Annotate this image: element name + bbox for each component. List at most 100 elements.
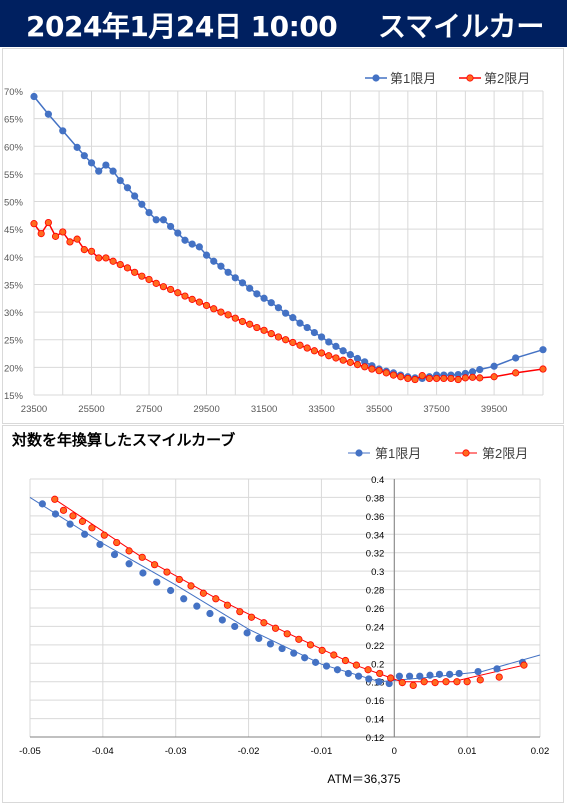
data-point bbox=[495, 673, 503, 681]
legend-label: 第2限月 bbox=[484, 71, 530, 86]
x-tick-label: 27500 bbox=[136, 404, 162, 415]
y-tick-label: 0.2 bbox=[371, 659, 384, 670]
data-point bbox=[210, 257, 218, 265]
data-point bbox=[224, 311, 232, 319]
data-point bbox=[274, 304, 283, 312]
data-point bbox=[246, 284, 254, 292]
data-point bbox=[318, 646, 326, 654]
data-point bbox=[361, 363, 369, 371]
data-point bbox=[453, 678, 461, 686]
x-tick-label: 0 bbox=[392, 746, 397, 757]
y-tick-label: 15% bbox=[4, 391, 24, 402]
data-point bbox=[341, 656, 350, 665]
data-point bbox=[145, 275, 153, 284]
data-point bbox=[181, 236, 189, 244]
data-point bbox=[512, 354, 520, 362]
y-tick-label: 0.18 bbox=[366, 678, 385, 689]
data-point bbox=[174, 289, 182, 297]
data-point bbox=[476, 374, 484, 382]
data-point bbox=[80, 152, 88, 160]
data-point bbox=[96, 540, 104, 549]
data-point bbox=[51, 495, 59, 503]
data-point bbox=[253, 290, 261, 298]
legend-marker bbox=[466, 74, 474, 82]
data-point bbox=[490, 373, 498, 381]
data-point bbox=[539, 365, 547, 373]
y-tick-label: 0.36 bbox=[366, 512, 385, 523]
data-point bbox=[95, 254, 103, 262]
data-point bbox=[236, 608, 244, 616]
x-tick-label: 0.01 bbox=[458, 746, 477, 757]
data-point bbox=[81, 530, 89, 538]
data-point bbox=[231, 622, 239, 631]
data-point bbox=[493, 665, 501, 673]
data-point bbox=[311, 658, 320, 666]
data-point bbox=[282, 336, 290, 344]
y-tick-label: 0.28 bbox=[366, 586, 385, 597]
data-point bbox=[333, 666, 342, 674]
data-point bbox=[181, 292, 189, 300]
data-point bbox=[339, 356, 347, 364]
data-point bbox=[461, 374, 469, 382]
data-point bbox=[253, 323, 261, 332]
data-point bbox=[238, 279, 247, 287]
data-point bbox=[274, 333, 283, 341]
data-point bbox=[431, 679, 439, 687]
x-tick-label: 39500 bbox=[481, 404, 507, 415]
data-point bbox=[59, 228, 67, 236]
data-point bbox=[290, 649, 298, 657]
data-point bbox=[387, 674, 395, 682]
data-point bbox=[153, 578, 161, 586]
data-point bbox=[332, 342, 340, 350]
y-tick-label: 20% bbox=[4, 363, 24, 374]
data-point bbox=[397, 373, 405, 381]
y-tick-label: 0.16 bbox=[366, 696, 385, 707]
smile-curve-chart: 15% 20% 25% 30% 35% 40% 45% 50% 55% 60% 65% 70% 2350… bbox=[2, 48, 564, 424]
data-point bbox=[303, 323, 311, 332]
x-tick-label: -0.04 bbox=[92, 746, 114, 757]
data-point bbox=[440, 374, 448, 383]
atm-note: ATM＝36,375 bbox=[327, 772, 400, 786]
data-point bbox=[109, 167, 117, 175]
data-point bbox=[442, 678, 450, 686]
data-point bbox=[247, 613, 256, 621]
data-point bbox=[217, 262, 225, 270]
data-point bbox=[520, 661, 528, 669]
data-point bbox=[352, 661, 360, 669]
data-point bbox=[123, 184, 132, 192]
data-point bbox=[131, 192, 139, 200]
data-point bbox=[512, 369, 520, 377]
data-point bbox=[51, 510, 60, 518]
data-point bbox=[382, 369, 390, 377]
data-point bbox=[243, 629, 251, 637]
data-point bbox=[420, 678, 428, 686]
data-point bbox=[210, 305, 218, 313]
data-point bbox=[116, 176, 124, 185]
data-point bbox=[278, 644, 286, 653]
data-point bbox=[188, 240, 196, 248]
data-point bbox=[354, 672, 363, 680]
data-point bbox=[59, 506, 68, 514]
data-point bbox=[193, 602, 201, 610]
y-tick-label: 55% bbox=[4, 170, 24, 181]
data-point bbox=[317, 349, 326, 357]
data-point bbox=[95, 167, 103, 175]
data-point bbox=[306, 641, 315, 649]
y-tick-label: 0.26 bbox=[366, 604, 385, 615]
legend-marker bbox=[372, 74, 380, 82]
y-tick-label: 0.32 bbox=[366, 549, 385, 560]
data-point bbox=[476, 365, 484, 374]
trend-line-2 bbox=[54, 498, 525, 683]
y-tick-label: 0.34 bbox=[366, 530, 385, 541]
data-point bbox=[87, 159, 96, 167]
data-point bbox=[163, 568, 171, 576]
data-point bbox=[212, 595, 220, 603]
data-point bbox=[188, 295, 196, 303]
data-point bbox=[353, 354, 362, 363]
data-point bbox=[339, 347, 347, 355]
y-tick-label: 40% bbox=[4, 253, 24, 264]
x-tick-label: -0.03 bbox=[165, 746, 187, 757]
data-point bbox=[199, 589, 207, 597]
x-tick-label: -0.05 bbox=[19, 746, 41, 757]
data-point bbox=[80, 246, 88, 254]
